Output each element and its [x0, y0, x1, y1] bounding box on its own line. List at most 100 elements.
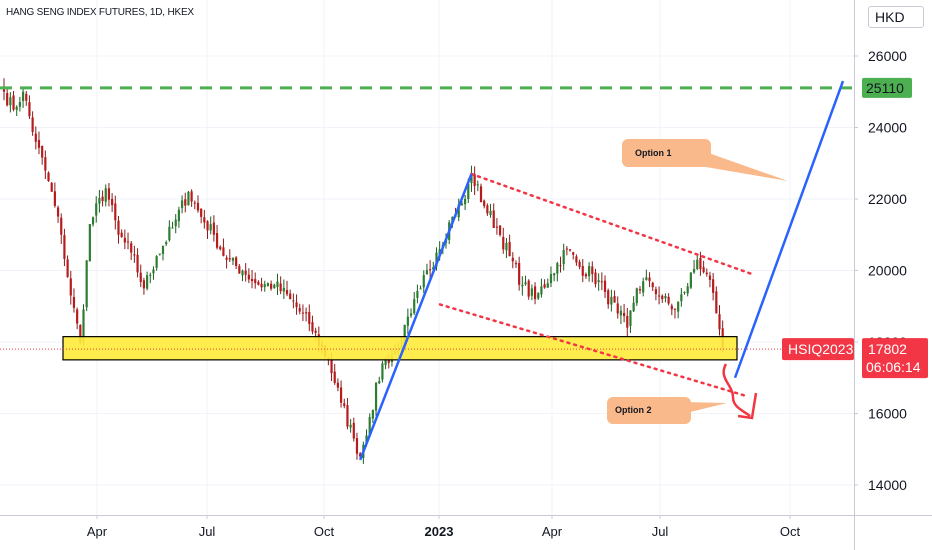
- candle-body: [231, 257, 235, 261]
- trend-line-projection: [733, 80, 845, 379]
- last-price-label-bg: [862, 338, 928, 379]
- candle-body: [559, 265, 562, 267]
- candle-body: [677, 302, 680, 312]
- candle-body: [266, 283, 270, 286]
- candle-body: [565, 248, 568, 250]
- x-tick-label: Jul: [652, 524, 669, 539]
- candle-body: [359, 453, 362, 457]
- candle-body: [155, 256, 158, 268]
- candle-body: [219, 246, 222, 250]
- candle-body: [371, 410, 374, 419]
- candle-body: [425, 270, 429, 275]
- candle-body: [142, 280, 146, 289]
- candle-body: [642, 281, 645, 293]
- candle-body: [540, 286, 543, 295]
- candle-body: [610, 296, 613, 305]
- candle-body: [336, 382, 339, 388]
- candle-body: [438, 249, 441, 255]
- candle-body: [206, 221, 209, 231]
- candle-body: [107, 188, 111, 200]
- candle-body: [467, 183, 470, 199]
- candle-body: [85, 260, 88, 308]
- last-price-label: 17802: [868, 341, 907, 357]
- candle-body: [349, 424, 352, 428]
- candle-body: [270, 283, 273, 289]
- candle-body: [683, 291, 686, 293]
- candle-body: [530, 288, 533, 296]
- candle-body: [190, 191, 193, 202]
- candle-body: [476, 184, 479, 186]
- candle-body: [702, 267, 705, 273]
- candle-body: [689, 272, 692, 288]
- candle-body: [111, 198, 114, 206]
- candle-body: [667, 296, 670, 304]
- x-tick-label: Oct: [314, 524, 335, 539]
- candle-body: [495, 226, 498, 228]
- currency-button[interactable]: HKD: [868, 6, 924, 28]
- candle-body: [384, 358, 387, 366]
- candle-body: [149, 274, 152, 276]
- candle-body: [416, 290, 419, 298]
- candle-body: [374, 382, 378, 411]
- candle-body: [619, 310, 623, 316]
- candle-body: [63, 235, 66, 259]
- candle-body: [581, 265, 584, 276]
- y-tick-label: 16000: [868, 406, 907, 422]
- option2-callout-tail: [682, 402, 727, 414]
- candle-body: [333, 371, 336, 383]
- candle-body: [285, 290, 289, 295]
- candle-body: [657, 295, 661, 297]
- candle-body: [21, 91, 25, 101]
- candle-body: [295, 302, 298, 308]
- x-tick-label: Apr: [87, 524, 108, 539]
- candle-body: [263, 284, 266, 288]
- candle-body: [600, 281, 603, 283]
- candle-body: [705, 272, 708, 275]
- candle-body: [626, 315, 629, 328]
- candle-body: [365, 435, 368, 444]
- candle-body: [549, 274, 553, 284]
- candle-body: [171, 227, 174, 229]
- candle-body: [591, 266, 594, 275]
- candle-body: [6, 93, 9, 106]
- candle-body: [696, 259, 699, 269]
- candle-body: [352, 422, 355, 439]
- chart-title: HANG SENG INDEX FUTURES, 1D, HKEX: [6, 7, 194, 18]
- candle-body: [82, 309, 85, 342]
- candle-body: [215, 233, 219, 248]
- candle-body: [556, 263, 559, 274]
- candle-body: [250, 278, 254, 282]
- option2-callout-box: [607, 397, 691, 424]
- candle-body: [60, 217, 63, 235]
- candle-body: [203, 217, 206, 223]
- candle-body: [616, 303, 619, 314]
- candle-body: [158, 253, 161, 255]
- candle-body: [479, 186, 483, 203]
- candle-body: [282, 287, 285, 292]
- candle-body: [543, 284, 546, 288]
- candle-body: [699, 257, 702, 270]
- candle-body: [378, 381, 381, 384]
- candle-body: [489, 210, 492, 215]
- candle-body: [603, 280, 607, 292]
- candle-body: [483, 200, 486, 207]
- candle-body: [330, 358, 333, 374]
- candle-body: [712, 279, 715, 293]
- candle-body: [44, 157, 47, 171]
- candle-body: [126, 241, 130, 243]
- candle-body: [88, 224, 91, 262]
- candle-body: [460, 203, 464, 206]
- candle-body: [464, 199, 467, 205]
- candle-body: [537, 293, 540, 299]
- option1-label: Option 1: [635, 148, 672, 158]
- y-tick-label: 20000: [868, 263, 907, 279]
- candle-body: [502, 236, 505, 250]
- resistance-price-label-bg: [862, 77, 912, 98]
- candle-body: [241, 270, 244, 276]
- candle-body: [212, 222, 215, 235]
- candle-body: [146, 275, 149, 289]
- candle-body: [289, 293, 292, 300]
- candle-body: [101, 196, 104, 202]
- candle-body: [381, 363, 384, 380]
